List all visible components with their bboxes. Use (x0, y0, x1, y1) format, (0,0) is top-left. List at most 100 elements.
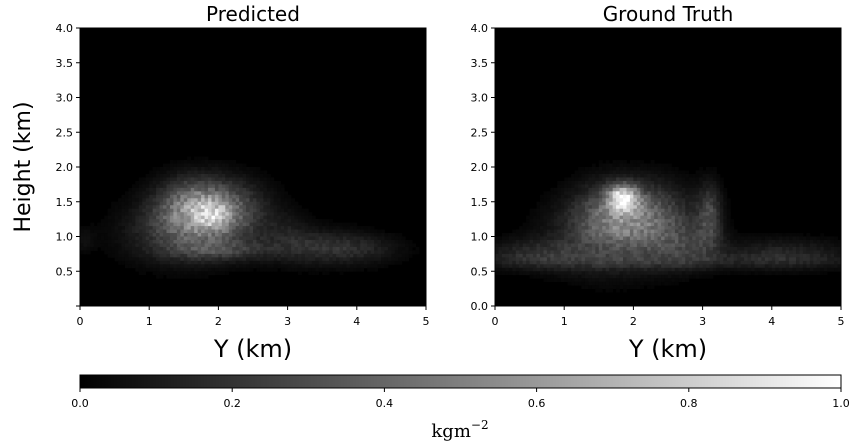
heatmap-cell (152, 212, 157, 217)
heatmap-cell (543, 229, 548, 234)
heatmap-cell (259, 187, 264, 192)
heatmap-cell (709, 201, 714, 206)
heatmap-cell (650, 184, 655, 189)
heatmap-cell (699, 219, 703, 224)
heatmap-cell (764, 271, 769, 276)
heatmap-cell (643, 170, 648, 175)
heatmap-cell (187, 253, 192, 258)
heatmap-cell (681, 177, 686, 182)
heatmap-cell (284, 243, 288, 248)
heatmap-cell (304, 226, 309, 230)
heatmap-cell (266, 184, 271, 189)
heatmap-cell (138, 180, 143, 185)
heatmap-cell (93, 229, 98, 234)
heatmap-cell (273, 191, 278, 196)
heatmap-cell (771, 253, 776, 258)
heatmap-cell (623, 167, 627, 171)
heatmap-cell (180, 257, 185, 262)
heatmap-cell (581, 233, 586, 237)
heatmap-cell (131, 226, 136, 230)
heatmap-cell (194, 274, 199, 279)
heatmap-cell (695, 236, 700, 241)
heatmap-cell (557, 236, 562, 241)
heatmap-cell (152, 233, 157, 237)
heatmap-cell (685, 173, 690, 178)
heatmap-cell (349, 243, 354, 248)
heatmap-cell (194, 156, 199, 161)
heatmap-cell (584, 208, 589, 213)
heatmap-cell (183, 226, 188, 230)
heatmap-cell (128, 198, 133, 203)
heatmap-cell (239, 236, 244, 241)
heatmap-cell (149, 212, 154, 217)
heatmap-cell (356, 257, 361, 262)
heatmap-cell (142, 239, 147, 244)
heatmap-cell (208, 236, 212, 241)
heatmap-cell (605, 194, 610, 199)
heatmap-cell (256, 253, 261, 258)
heatmap-cell (329, 219, 333, 224)
heatmap-cell (377, 264, 382, 269)
heatmap-cell (629, 222, 634, 227)
heatmap-cell (539, 260, 544, 265)
heatmap-cell (270, 257, 275, 262)
heatmap-cell (374, 229, 378, 234)
heatmap-cell (574, 198, 579, 203)
heatmap-cell (654, 236, 659, 241)
heatmap-cell (629, 173, 634, 178)
heatmap-cell (114, 253, 119, 258)
heatmap-cell (581, 264, 586, 269)
heatmap-cell (792, 246, 797, 251)
heatmap-cell (605, 278, 610, 283)
heatmap-cell (360, 226, 365, 230)
heatmap-cell (121, 219, 126, 224)
heatmap-cell (128, 229, 133, 234)
heatmap-cell (706, 219, 710, 224)
heatmap-cell (602, 184, 607, 189)
heatmap-cell (571, 246, 575, 251)
heatmap-cell (253, 187, 257, 192)
heatmap-cell (304, 208, 309, 213)
heatmap-cell (546, 260, 551, 265)
heatmap-cell (737, 267, 742, 272)
heatmap-cell (211, 219, 216, 224)
heatmap-cell (242, 205, 247, 210)
heatmap-cell (501, 243, 506, 248)
heatmap-cell (799, 239, 804, 244)
heatmap-cell (111, 215, 115, 220)
heatmap-cell (809, 267, 814, 272)
heatmap-cell (623, 198, 627, 203)
heatmap-cell (180, 180, 185, 185)
heatmap-cell (304, 239, 309, 244)
heatmap-cell (239, 205, 244, 210)
heatmap-cell (294, 219, 299, 224)
heatmap-cell (242, 243, 247, 248)
heatmap-cell (716, 201, 721, 206)
heatmap-cell (598, 219, 603, 224)
heatmap-cell (591, 264, 596, 269)
heatmap-cell (242, 170, 247, 175)
heatmap-cell (598, 257, 603, 262)
heatmap-cell (315, 260, 320, 265)
heatmap-cell (131, 239, 136, 244)
heatmap-cell (550, 253, 555, 258)
heatmap-cell (557, 239, 562, 244)
heatmap-cell (394, 236, 399, 241)
heatmap-cell (685, 205, 690, 210)
heatmap-cell (588, 215, 593, 220)
heatmap-cell (529, 236, 534, 241)
heatmap-cell (138, 243, 143, 248)
heatmap-cell (761, 233, 766, 237)
heatmap-cell (131, 222, 136, 227)
heatmap-cell (273, 236, 278, 241)
heatmap-cell (225, 170, 230, 175)
heatmap-cell (546, 246, 551, 251)
heatmap-cell (716, 239, 721, 244)
heatmap-cell (342, 253, 347, 258)
heatmap-cell (602, 264, 607, 269)
heatmap-cell (515, 243, 520, 248)
heatmap-cell (650, 219, 655, 224)
heatmap-cell (654, 215, 659, 220)
heatmap-cell (643, 236, 648, 241)
heatmap-cell (107, 253, 112, 258)
